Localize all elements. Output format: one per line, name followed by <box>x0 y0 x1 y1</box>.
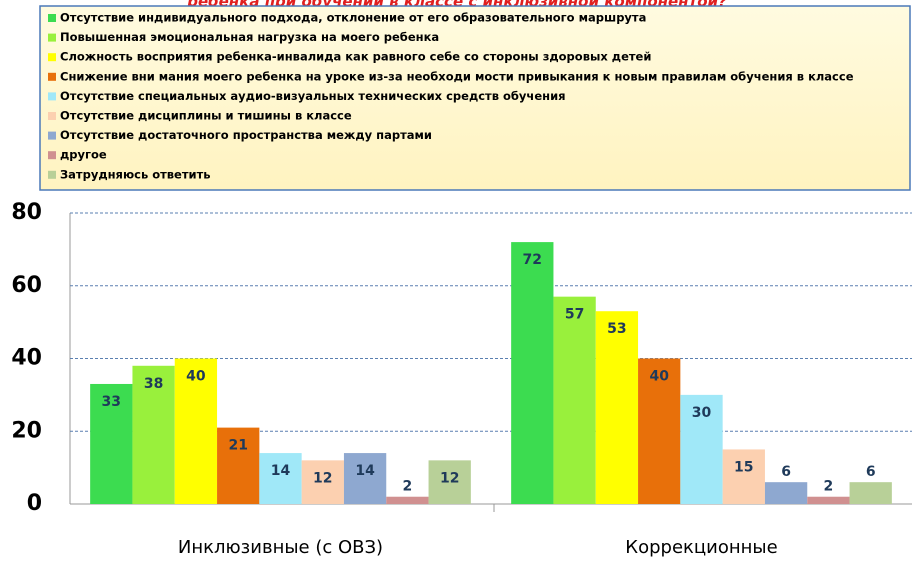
bar <box>217 427 260 504</box>
legend-label: Отсутствие специальных аудио-визуальных … <box>60 89 566 103</box>
data-label: 72 <box>523 252 542 268</box>
legend-label: Снижение вни мания моего ребенка на урок… <box>60 69 854 83</box>
legend-swatch <box>48 72 56 81</box>
legend-swatch <box>48 131 56 140</box>
data-label: 12 <box>313 470 332 486</box>
y-tick-label: 0 <box>27 491 42 516</box>
bar <box>301 460 344 504</box>
bar <box>174 358 218 504</box>
bar <box>764 482 808 504</box>
y-tick-label: 20 <box>11 418 42 443</box>
data-label: 33 <box>102 394 121 410</box>
legend-label: Повышенная эмоциональная нагрузка на мое… <box>60 30 439 44</box>
bar <box>680 394 723 504</box>
y-tick-label: 40 <box>11 346 42 371</box>
bar <box>638 358 681 504</box>
bar <box>595 311 639 504</box>
data-label: 14 <box>271 463 291 479</box>
data-label: 30 <box>692 405 712 421</box>
data-label: 38 <box>144 376 163 392</box>
legend-label: Отсутствие достаточного пространства меж… <box>60 128 432 142</box>
legend-label: Отсутствие индивидуального подхода, откл… <box>60 11 646 25</box>
bar <box>722 449 765 504</box>
bar <box>132 365 175 504</box>
x-tick-label: Инклюзивные (с ОВЗ) <box>178 537 383 558</box>
data-label: 21 <box>228 438 247 454</box>
y-tick-label: 60 <box>11 273 42 298</box>
bar <box>343 453 387 504</box>
data-label: 53 <box>607 321 626 337</box>
data-label: 2 <box>824 479 834 495</box>
bar <box>849 482 892 504</box>
legend-swatch <box>48 53 56 62</box>
x-tick-label: Коррекционные <box>625 537 777 558</box>
legend-box <box>39 5 911 191</box>
data-label: 57 <box>565 307 584 323</box>
data-label: 40 <box>649 369 669 385</box>
bar <box>511 242 554 504</box>
bar <box>553 296 596 504</box>
bar <box>90 383 133 504</box>
legend-swatch <box>48 14 56 22</box>
legend-label: Затрудняюсь ответить <box>60 167 211 181</box>
data-label: 6 <box>781 464 791 480</box>
legend-swatch <box>48 112 56 120</box>
legend-swatch <box>48 92 56 101</box>
legend-swatch <box>48 151 56 160</box>
legend-swatch <box>48 33 56 42</box>
data-label: 2 <box>403 479 413 495</box>
bar <box>807 496 850 504</box>
y-tick-label: 80 <box>11 200 42 225</box>
data-label: 12 <box>440 470 459 486</box>
data-label: 40 <box>186 369 206 385</box>
data-label: 6 <box>866 464 876 480</box>
legend-swatch <box>48 170 56 179</box>
bar <box>259 453 302 504</box>
legend-label: другое <box>60 148 107 162</box>
data-label: 15 <box>734 459 753 475</box>
bar <box>428 460 471 504</box>
legend-label: Сложность восприятия ребенка-инвалида ка… <box>60 50 651 64</box>
data-label: 14 <box>355 463 375 479</box>
legend-label: Отсутствие дисциплины и тишины в классе <box>60 109 352 123</box>
bar <box>386 496 429 504</box>
